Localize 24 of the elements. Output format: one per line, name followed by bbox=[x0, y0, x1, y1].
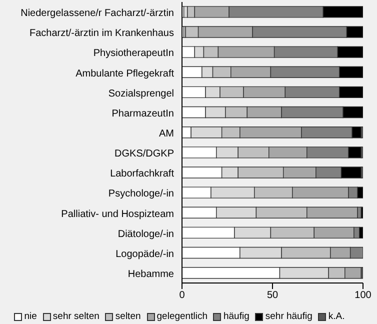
x-tick-label: 100 bbox=[354, 290, 372, 302]
y-tick-label: Sozialsprengel bbox=[108, 88, 174, 100]
y-tick-label: Psychologe/-in bbox=[108, 188, 174, 200]
x-tick-label: 0 bbox=[179, 290, 186, 302]
y-tick-label: PhysiotherapeutIn bbox=[93, 48, 174, 60]
y-tick-label: Laborfachkraft bbox=[110, 168, 174, 180]
legend-label: häufig bbox=[222, 311, 250, 322]
y-tick-label: Logopäde/-in bbox=[116, 248, 174, 260]
y-tick-label: Hebamme bbox=[128, 268, 174, 280]
y-tick-label: PharmazeutIn bbox=[112, 108, 174, 120]
x-tick-label: 50 bbox=[266, 290, 278, 302]
y-tick-label: Ambulante Pflegekraft bbox=[76, 68, 174, 80]
legend-label: selten bbox=[114, 311, 141, 322]
legend-label: sehr häufig bbox=[264, 311, 312, 322]
y-tick-label: Niedergelassene/r Facharzt/-ärztin bbox=[20, 8, 174, 20]
legend-label: gelegentlich bbox=[156, 311, 208, 322]
y-tick-label: DGKS/DGKP bbox=[114, 148, 174, 160]
y-tick-label: AM bbox=[159, 128, 174, 140]
y-tick-label: Palliativ- und Hospizteam bbox=[61, 208, 174, 220]
legend-label: sehr selten bbox=[52, 311, 100, 322]
y-tick-label: Diätologe/-in bbox=[118, 228, 174, 240]
legend-label: k.A. bbox=[327, 311, 345, 322]
legend-label: nie bbox=[23, 311, 37, 322]
y-tick-label: Facharzt/-ärztin im Krankenhaus bbox=[29, 28, 174, 40]
